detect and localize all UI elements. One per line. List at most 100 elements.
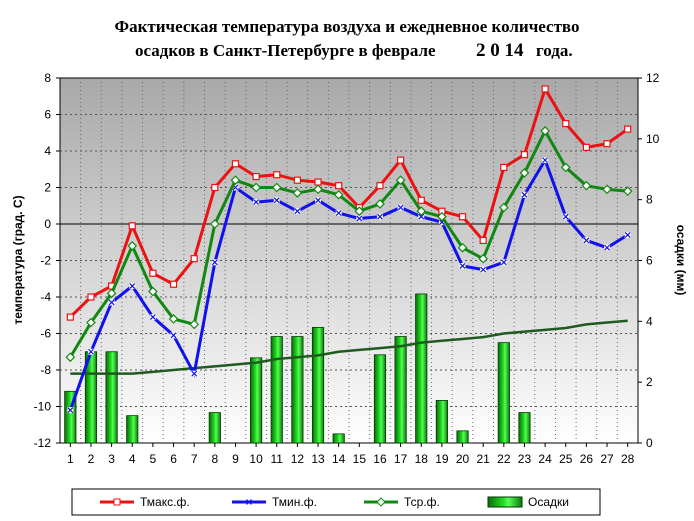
point-marker (211, 259, 218, 266)
point-marker (191, 370, 198, 377)
point-marker (376, 182, 384, 190)
precipitation-bar (456, 430, 469, 444)
point-marker (168, 314, 179, 324)
x-tick-label: 20 (456, 452, 470, 466)
precipitation-bar (518, 412, 531, 444)
point-marker (542, 157, 549, 164)
y-tick-label: 2 (44, 181, 51, 195)
y-tick-label: -8 (40, 363, 51, 377)
point-marker (603, 140, 611, 148)
precipitation-bars (64, 293, 531, 444)
precipitation-bar (435, 400, 448, 444)
point-marker (581, 180, 592, 191)
point-marker (457, 242, 468, 253)
legend-item: Тср.ф. (364, 495, 440, 509)
point-marker (66, 313, 74, 321)
chart-title-text: осадков в Санкт-Петербурге в феврале (135, 41, 436, 60)
point-marker (65, 352, 76, 363)
y-tick-label: -12 (34, 436, 52, 450)
point-marker (397, 156, 405, 164)
point-marker (149, 269, 157, 277)
point-marker (562, 120, 570, 128)
point-marker (333, 189, 344, 200)
legend: Тмакс.ф. Тмин.ф. Тср.ф. Осадки (71, 488, 601, 516)
series-2 (67, 156, 631, 414)
point-marker (478, 253, 489, 264)
point-marker (354, 206, 365, 217)
legend-label: Осадки (528, 495, 569, 509)
point-marker (437, 211, 447, 222)
y-tick-label: -4 (40, 290, 51, 304)
point-marker (211, 183, 219, 192)
precipitation-bar (105, 351, 118, 444)
series-line (69, 85, 629, 319)
precipitation-bar (394, 336, 407, 444)
y-tick-label: 8 (44, 71, 51, 85)
precipitation-bar (250, 357, 263, 444)
point-marker (624, 232, 631, 238)
y-tick-label: -2 (40, 254, 51, 268)
point-marker (480, 266, 487, 273)
point-marker (500, 259, 507, 266)
point-marker (519, 168, 530, 178)
point-marker (314, 178, 322, 186)
point-marker (108, 299, 115, 306)
x-tick-label: 22 (497, 452, 511, 466)
point-marker (479, 236, 487, 245)
x-tick-label: 25 (559, 452, 573, 466)
point-marker (335, 182, 343, 190)
y2-tick-label: 4 (646, 314, 653, 328)
y2-tick-label: 8 (646, 193, 653, 207)
point-marker (521, 191, 528, 198)
x-tick-label: 12 (291, 452, 305, 466)
point-marker (230, 175, 241, 186)
y-tick-label: 0 (44, 217, 51, 231)
point-marker (335, 210, 342, 216)
x-tick-label: 1 (67, 452, 74, 466)
point-marker (416, 206, 427, 217)
precipitation-bar (208, 412, 221, 444)
legend-item: Осадки (487, 495, 569, 509)
chart-title-suffix: года. (536, 41, 573, 60)
x-tick-label: 8 (211, 452, 218, 466)
legend-marker (246, 499, 252, 505)
temperature-lines (65, 85, 633, 414)
series-line (69, 127, 628, 358)
y2-tick-label: 6 (646, 254, 653, 268)
y-tick-label: -10 (34, 400, 52, 414)
point-marker (273, 197, 280, 204)
point-marker (560, 162, 571, 173)
point-marker (129, 283, 136, 289)
chart-title-year: 2 0 14 (476, 40, 524, 61)
legend-marker (376, 497, 386, 507)
x-tick-label: 5 (150, 452, 157, 466)
point-marker (294, 208, 301, 215)
point-marker (273, 171, 281, 179)
x-tick-label: 7 (191, 452, 198, 466)
x-tick-label: 28 (621, 452, 635, 466)
point-marker (418, 213, 425, 220)
point-marker (583, 237, 590, 244)
point-marker (127, 241, 138, 251)
precipitation-bar (415, 293, 428, 444)
point-marker (67, 407, 74, 414)
point-marker (540, 126, 550, 136)
x-tick-label: 4 (129, 452, 136, 466)
x-tick-label: 3 (108, 452, 115, 466)
x-tick-label: 23 (518, 452, 532, 466)
precipitation-bar (270, 336, 283, 444)
y-tick-label: 6 (44, 108, 51, 122)
point-marker (498, 202, 509, 213)
point-marker (375, 199, 385, 209)
y-tick-label: -6 (40, 327, 51, 341)
point-marker (106, 288, 117, 299)
point-marker (395, 175, 406, 186)
normal-temperature-line (70, 319, 628, 375)
point-marker (88, 348, 94, 355)
point-marker (315, 197, 321, 204)
point-marker (377, 213, 383, 220)
x-tick-label: 19 (435, 452, 449, 466)
x-tick-label: 9 (232, 452, 239, 466)
legend-label: Тср.ф. (404, 495, 440, 509)
